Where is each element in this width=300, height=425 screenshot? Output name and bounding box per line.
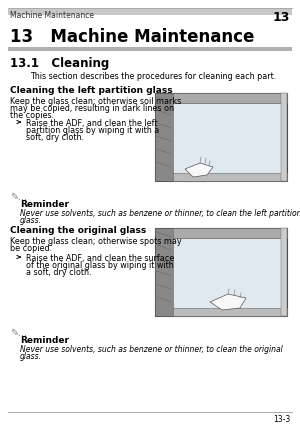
Text: partition glass by wiping it with a: partition glass by wiping it with a bbox=[26, 126, 159, 135]
Bar bbox=[155, 93, 173, 181]
Text: a soft, dry cloth.: a soft, dry cloth. bbox=[26, 268, 92, 277]
Bar bbox=[173, 308, 287, 316]
Text: 13: 13 bbox=[273, 11, 290, 23]
Polygon shape bbox=[185, 163, 213, 177]
Text: This section describes the procedures for cleaning each part.: This section describes the procedures fo… bbox=[30, 72, 276, 81]
Bar bbox=[155, 93, 287, 181]
Bar bbox=[8, 47, 292, 51]
Text: Raise the ADF, and clean the left: Raise the ADF, and clean the left bbox=[26, 119, 158, 128]
Text: Keep the glass clean; otherwise spots may: Keep the glass clean; otherwise spots ma… bbox=[10, 237, 182, 246]
Text: 13.1   Cleaning: 13.1 Cleaning bbox=[10, 57, 109, 70]
Text: Never use solvents, such as benzene or thinner, to clean the left partition: Never use solvents, such as benzene or t… bbox=[20, 209, 300, 218]
Bar bbox=[173, 173, 287, 181]
Text: 13-3: 13-3 bbox=[273, 415, 290, 424]
Bar bbox=[281, 93, 287, 181]
Bar bbox=[8, 9, 292, 15]
Bar bbox=[155, 228, 173, 316]
Bar bbox=[155, 228, 287, 316]
Text: glass.: glass. bbox=[20, 352, 42, 361]
Text: ✎: ✎ bbox=[10, 192, 18, 202]
Text: Reminder: Reminder bbox=[20, 336, 69, 345]
Bar bbox=[173, 93, 287, 103]
Text: Keep the glass clean; otherwise soil marks: Keep the glass clean; otherwise soil mar… bbox=[10, 97, 181, 106]
Text: soft, dry cloth.: soft, dry cloth. bbox=[26, 133, 84, 142]
Text: of the original glass by wiping it with: of the original glass by wiping it with bbox=[26, 261, 174, 270]
Bar bbox=[281, 228, 287, 316]
Text: glass.: glass. bbox=[20, 216, 42, 225]
Text: ...: ... bbox=[18, 328, 27, 338]
Text: ...: ... bbox=[18, 192, 27, 202]
Text: Never use solvents, such as benzene or thinner, to clean the original: Never use solvents, such as benzene or t… bbox=[20, 345, 283, 354]
Text: Machine Maintenance: Machine Maintenance bbox=[10, 11, 94, 20]
Polygon shape bbox=[210, 294, 246, 310]
Text: 13   Machine Maintenance: 13 Machine Maintenance bbox=[10, 28, 254, 46]
Text: be copied.: be copied. bbox=[10, 244, 52, 253]
Text: may be copied, resulting in dark lines on: may be copied, resulting in dark lines o… bbox=[10, 104, 174, 113]
Text: Reminder: Reminder bbox=[20, 200, 69, 209]
Bar bbox=[173, 238, 283, 312]
Text: ✎: ✎ bbox=[10, 328, 18, 338]
Text: Cleaning the original glass: Cleaning the original glass bbox=[10, 226, 146, 235]
Text: the copies.: the copies. bbox=[10, 111, 54, 120]
Bar bbox=[173, 103, 283, 177]
Bar bbox=[173, 228, 287, 238]
Text: Cleaning the left partition glass: Cleaning the left partition glass bbox=[10, 86, 172, 95]
Text: Raise the ADF, and clean the surface: Raise the ADF, and clean the surface bbox=[26, 254, 174, 263]
